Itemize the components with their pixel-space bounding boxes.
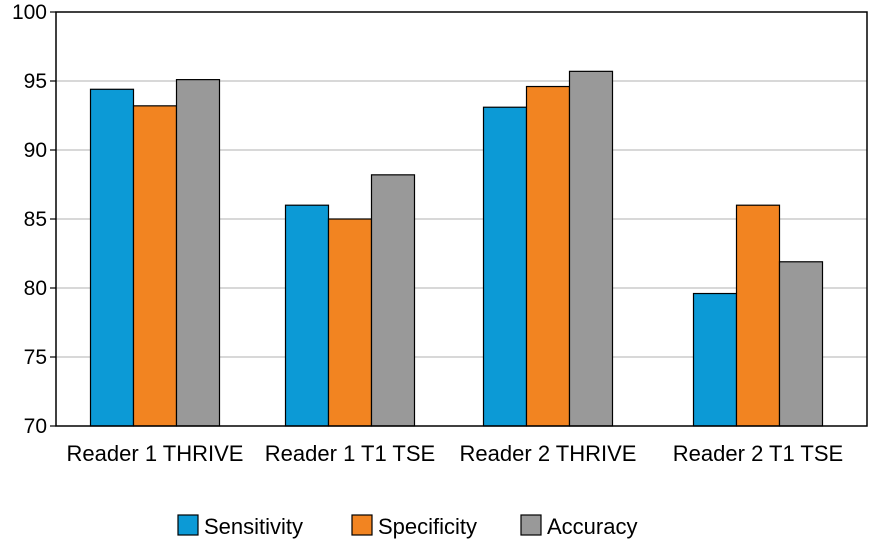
bar-sensitivity-4 [692,292,738,427]
bar-specificity-4 [735,204,781,427]
legend-label-sensitivity: Sensitivity [204,514,303,539]
x-axis-categories: Reader 1 THRIVE Reader 1 T1 TSE Reader 2 T… [67,441,844,466]
y-tick-label: 80 [24,277,47,300]
legend-label-specificity: Specificity [378,514,477,539]
y-tick-label: 85 [24,208,47,231]
bars [89,70,824,427]
bar-accuracy-3 [568,70,614,427]
category-label: Reader 1 T1 TSE [265,441,435,466]
legend: Sensitivity Specificity Accuracy [177,514,637,539]
y-tick-label: 90 [24,139,47,162]
bar-specificity-1 [132,105,178,427]
bar-sensitivity-1 [89,88,135,427]
category-label: Reader 2 T1 TSE [673,441,843,466]
legend-swatch-specificity [351,514,373,536]
y-axis-ticks: 70 75 80 85 90 95 100 [12,1,56,438]
bar-specificity-3 [525,85,571,427]
y-tick-label: 70 [24,415,47,438]
category-label: Reader 1 THRIVE [67,441,244,466]
y-tick-label: 75 [24,346,47,369]
bar-sensitivity-2 [284,204,330,427]
category-label: Reader 2 THRIVE [460,441,637,466]
legend-swatch-accuracy [520,514,542,536]
bar-accuracy-4 [778,261,824,427]
bar-specificity-2 [327,218,373,427]
y-tick-label: 95 [24,70,47,93]
bar-accuracy-1 [175,79,221,427]
bar-accuracy-2 [370,174,416,427]
bar-sensitivity-3 [482,106,528,427]
legend-label-accuracy: Accuracy [547,514,637,539]
legend-swatch-sensitivity [177,514,199,536]
y-tick-label: 100 [12,1,47,24]
